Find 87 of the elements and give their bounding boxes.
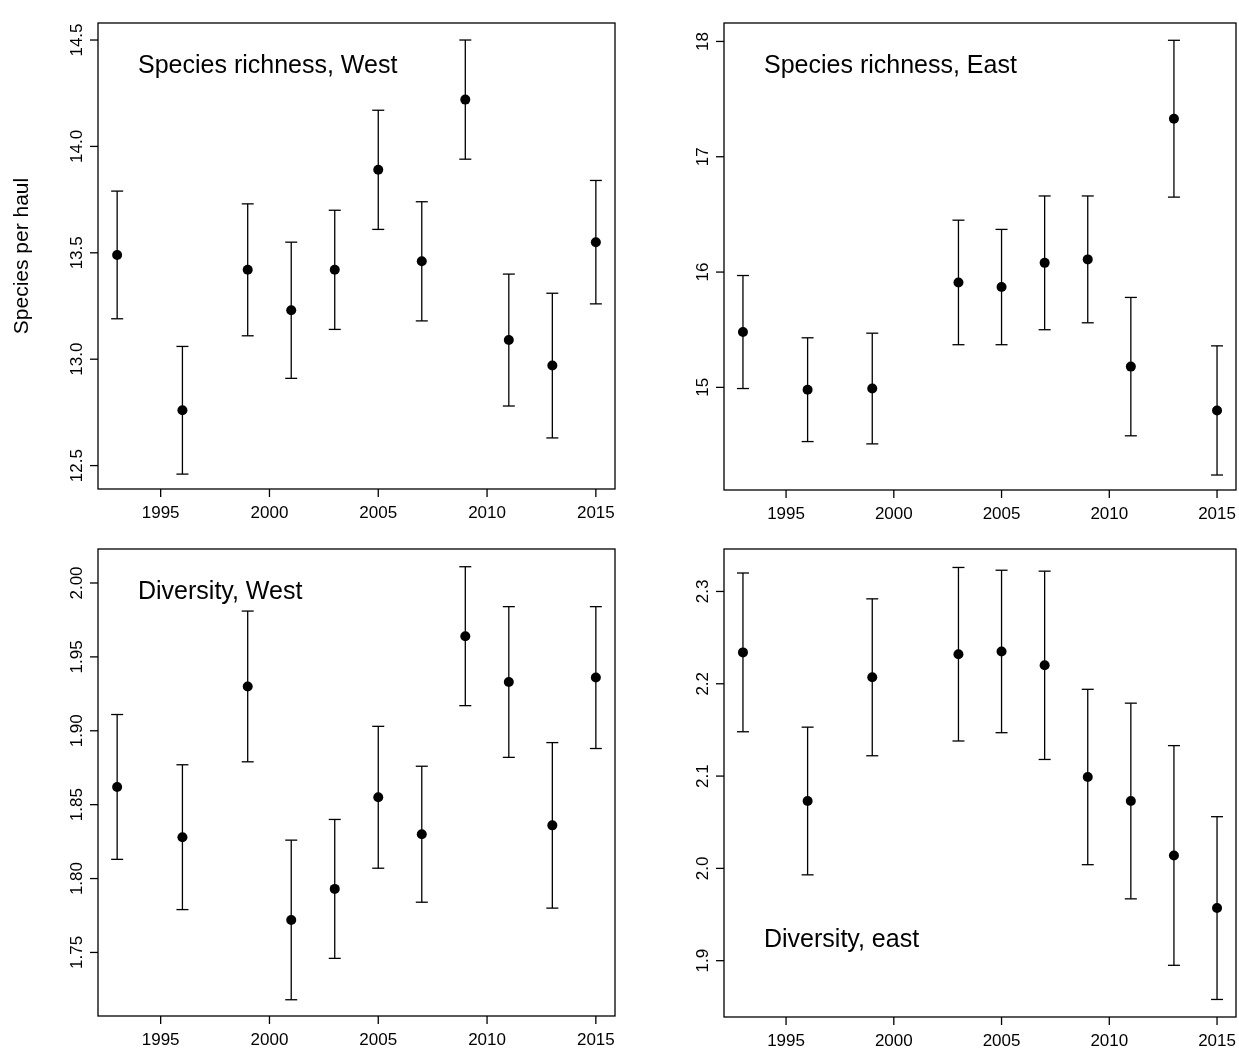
y-tick-label: 2.2: [693, 671, 712, 696]
x-tick-label: 2010: [468, 503, 506, 522]
point: [177, 405, 188, 416]
point: [177, 832, 188, 843]
point: [112, 249, 123, 260]
point: [547, 360, 558, 371]
point: [1168, 850, 1179, 861]
point: [953, 649, 964, 660]
x-tick-label: 2000: [250, 1030, 289, 1049]
point: [1082, 254, 1093, 265]
x-tick-label: 1995: [141, 1030, 180, 1049]
point: [503, 677, 514, 688]
text: Species richness, West: [138, 50, 398, 78]
x-tick-label: 2015: [1198, 504, 1236, 523]
point: [867, 383, 878, 394]
y-tick-label: 16: [693, 262, 712, 282]
y-tick-label: 1.85: [67, 788, 86, 822]
y-tick-label: 14.5: [67, 23, 86, 57]
point: [547, 820, 558, 831]
y-axis-title: Species per haul: [9, 177, 32, 335]
y-tick-label: 17: [693, 147, 712, 167]
point: [1082, 772, 1093, 782]
x-tick-label: 2000: [874, 504, 913, 523]
x-tick-label: 2000: [874, 1031, 913, 1050]
point: [737, 647, 748, 658]
x-tick-label: 2015: [1198, 1031, 1236, 1050]
y-tick-label: 1.95: [67, 640, 86, 674]
point: [996, 282, 1007, 293]
x-tick-label: 2005: [359, 503, 398, 522]
x-tick-label: 1995: [767, 1031, 805, 1050]
text: Diversity, West: [138, 576, 303, 604]
point: [590, 237, 601, 248]
y-tick-label: 14.0: [67, 129, 86, 163]
point: [112, 781, 123, 792]
point: [953, 277, 964, 288]
y-tick-label: 12.5: [67, 449, 86, 483]
y-tick-label: 15: [693, 377, 712, 397]
point: [416, 256, 427, 267]
point: [460, 94, 471, 105]
point: [329, 264, 340, 275]
point: [737, 327, 748, 338]
point: [1168, 113, 1179, 124]
point: [329, 883, 340, 894]
point: [802, 384, 813, 395]
x-tick-label: 2010: [1090, 1031, 1129, 1050]
point: [416, 829, 427, 840]
x-tick-label: 2005: [982, 504, 1021, 523]
point: [460, 631, 471, 642]
x-tick-label: 2010: [468, 1030, 506, 1049]
text: Diversity, east: [764, 924, 920, 952]
point: [286, 305, 297, 316]
point: [802, 796, 813, 806]
y-tick-label: 13.5: [67, 236, 86, 270]
text: Species richness, East: [764, 50, 1017, 78]
x-tick-label: 2015: [576, 1030, 615, 1049]
point: [867, 672, 878, 683]
x-tick-label: 2005: [982, 1031, 1021, 1050]
point: [1212, 405, 1223, 416]
x-tick-label: 1995: [767, 504, 805, 523]
point: [286, 914, 297, 925]
point: [242, 264, 253, 275]
point: [373, 164, 384, 175]
point: [590, 672, 601, 683]
point: [1039, 660, 1050, 671]
y-tick-label: 18: [693, 31, 712, 51]
y-tick-label: 2.3: [693, 579, 712, 604]
y-tick-label: 1.90: [67, 714, 86, 748]
x-tick-label: 2000: [250, 503, 289, 522]
point: [1125, 796, 1136, 806]
point: [242, 681, 253, 692]
point: [1039, 257, 1050, 268]
y-tick-label: 1.80: [67, 862, 86, 896]
x-tick-label: 2015: [576, 503, 615, 522]
point: [1125, 361, 1136, 372]
y-tick-label: 2.00: [67, 566, 86, 600]
y-tick-label: 13.0: [67, 342, 86, 376]
y-tick-label: 2.1: [693, 764, 712, 788]
y-tick-label: 1.75: [67, 935, 86, 969]
point: [996, 646, 1007, 657]
point: [1212, 903, 1223, 914]
x-tick-label: 2005: [359, 1030, 398, 1049]
point: [503, 335, 514, 346]
x-tick-label: 1995: [141, 503, 180, 522]
y-tick-label: 2.0: [693, 856, 712, 881]
y-tick-label: 1.9: [693, 948, 712, 973]
x-tick-label: 2010: [1090, 504, 1129, 523]
point: [373, 792, 384, 803]
